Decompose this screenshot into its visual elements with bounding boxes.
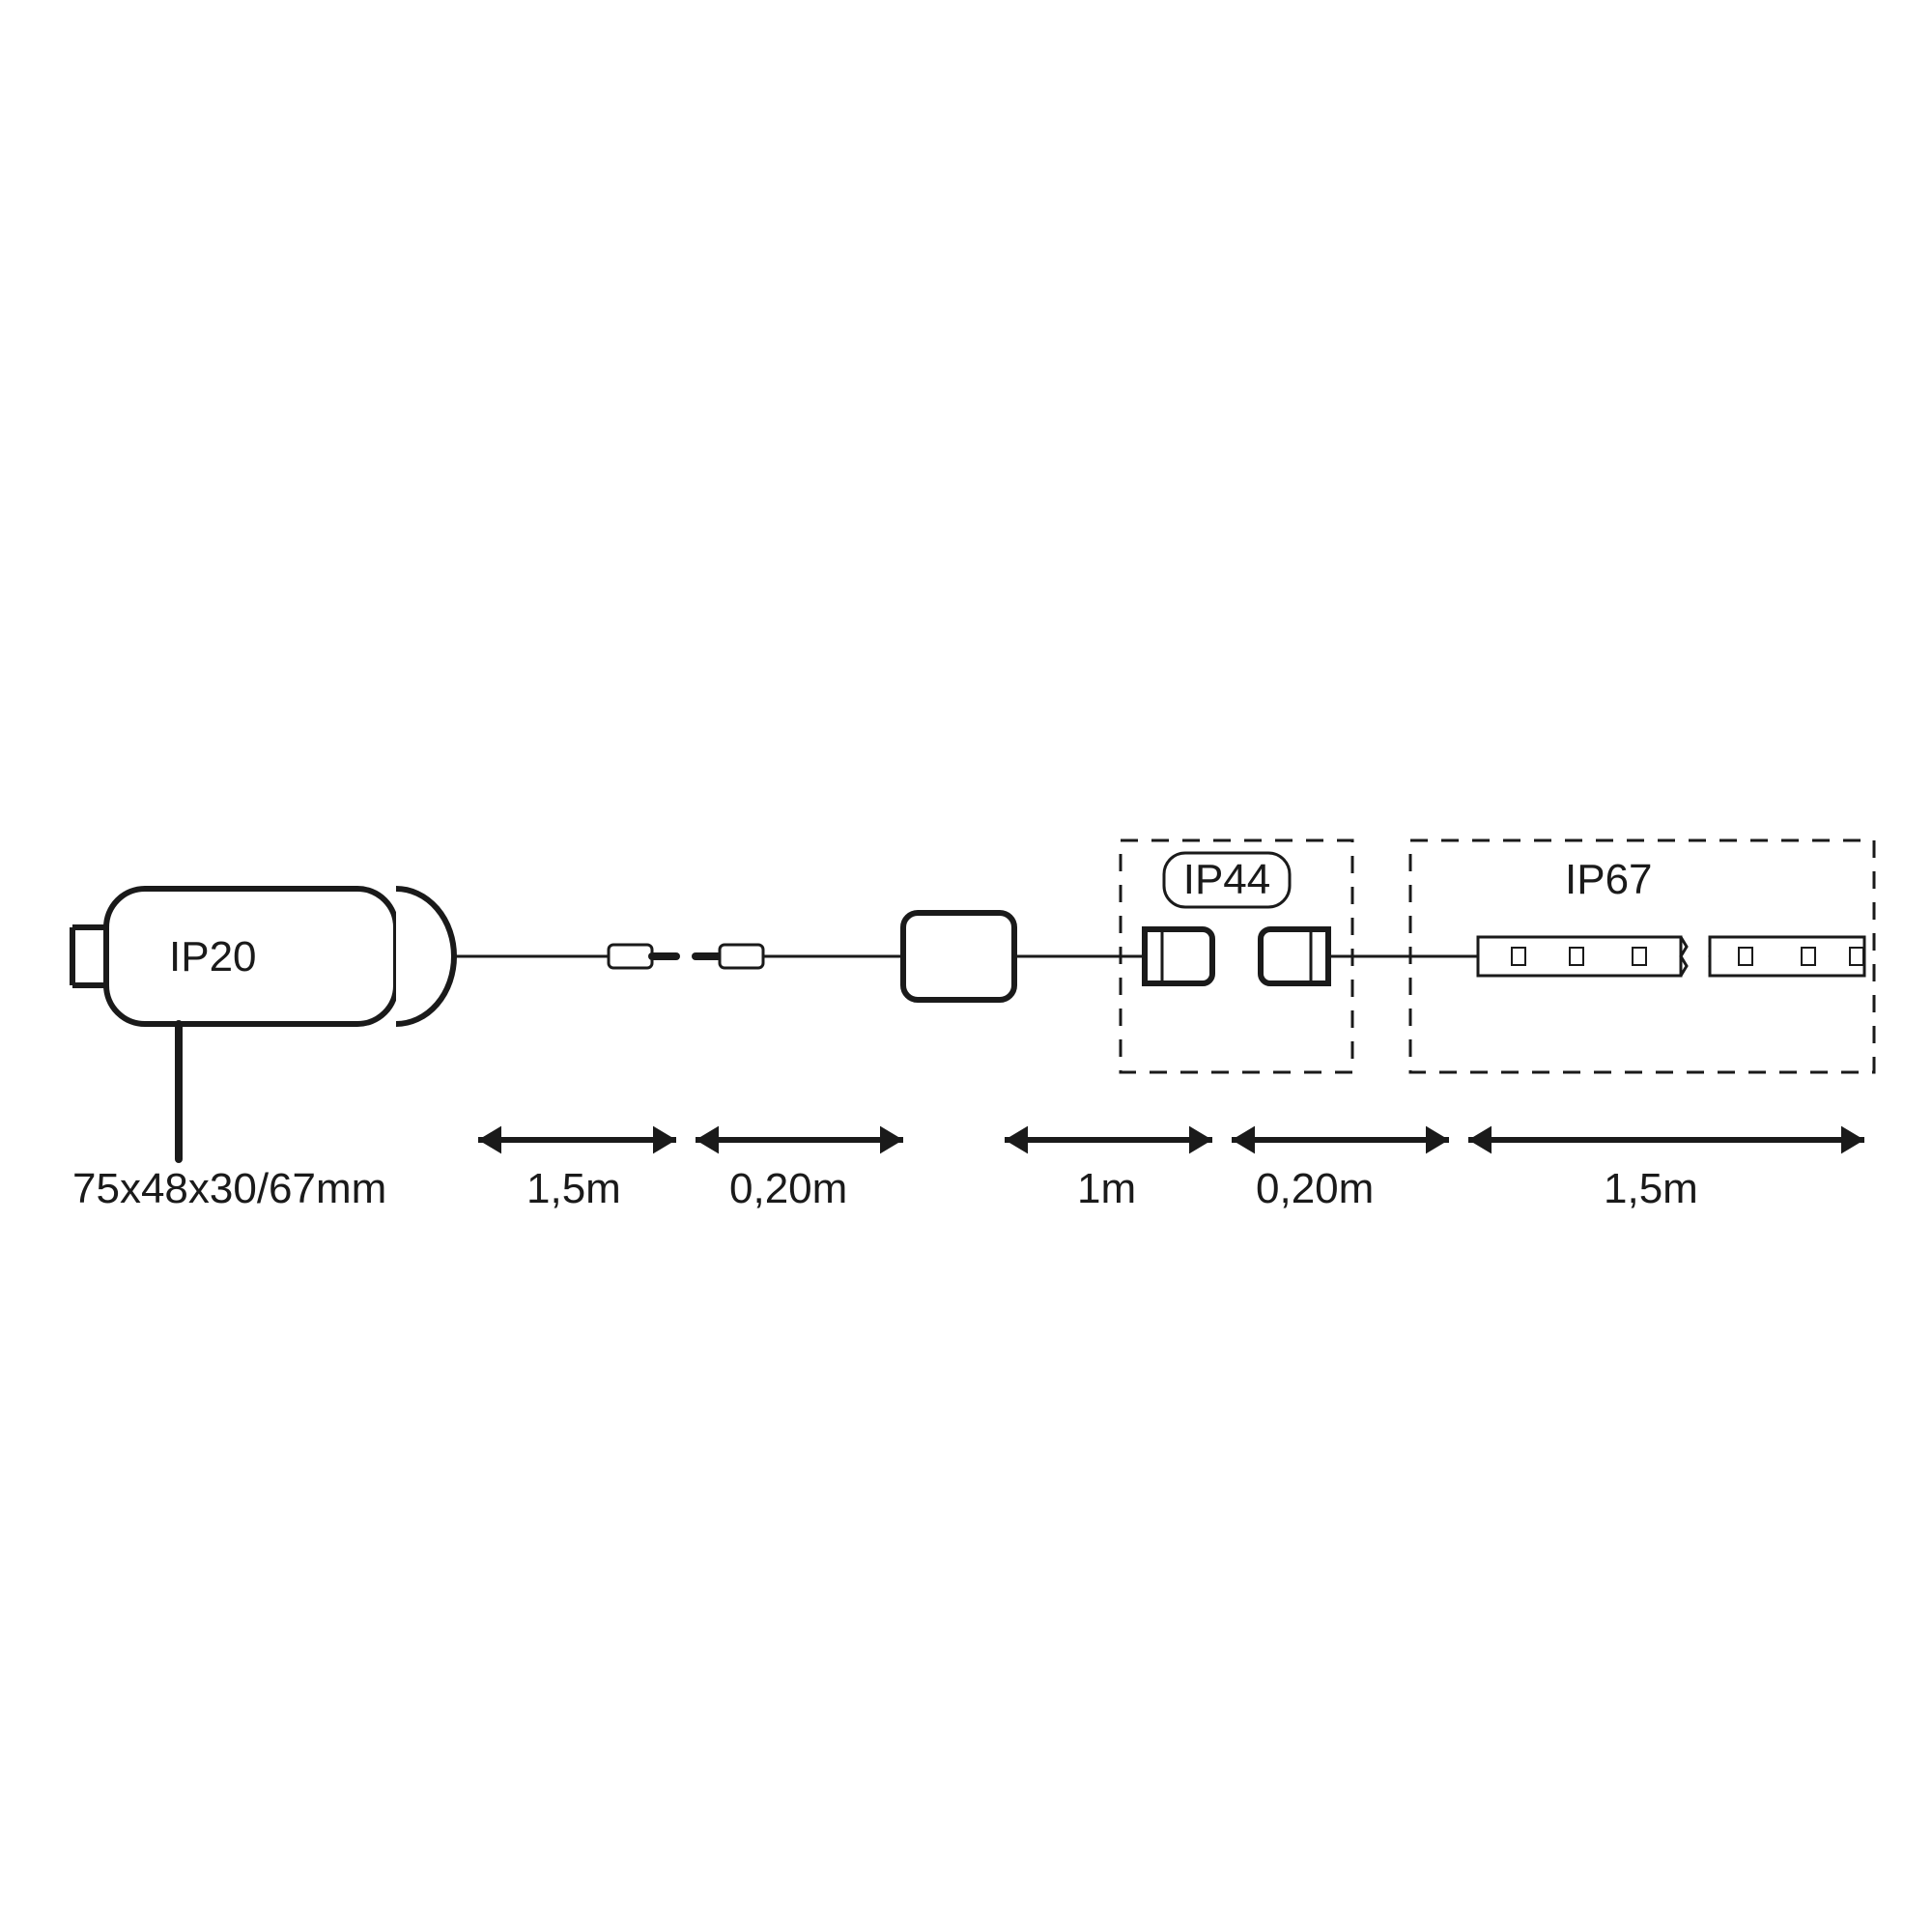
adapter-ip-label: IP20 bbox=[169, 933, 257, 980]
ip44-connector-right bbox=[1261, 929, 1328, 983]
led-strip-seg1 bbox=[1478, 937, 1681, 976]
adapter-nose bbox=[396, 889, 454, 1024]
adapter-dimensions: 75x48x30/67mm bbox=[72, 1165, 386, 1212]
dim-seg1: 1,5m bbox=[526, 1165, 621, 1212]
junction-box bbox=[903, 913, 1014, 1000]
dim-seg2: 0,20m bbox=[729, 1165, 847, 1212]
barrel-plug-male bbox=[609, 945, 652, 968]
led-strip-seg2 bbox=[1710, 937, 1864, 976]
dim-seg5: 1,5m bbox=[1604, 1165, 1698, 1212]
dim-seg3: 1m bbox=[1077, 1165, 1136, 1212]
ip67-label: IP67 bbox=[1565, 856, 1653, 903]
barrel-plug-female bbox=[720, 945, 763, 968]
ip44-label: IP44 bbox=[1183, 856, 1271, 903]
ip44-connector-left bbox=[1145, 929, 1212, 983]
dim-seg4: 0,20m bbox=[1256, 1165, 1374, 1212]
